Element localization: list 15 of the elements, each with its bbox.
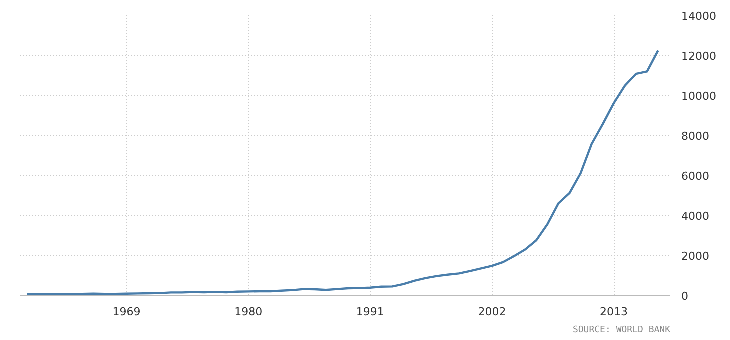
y-tick-label: 8000 — [682, 130, 710, 143]
source-note: SOURCE: WORLD BANK — [572, 326, 672, 336]
x-tick-label: 1991 — [356, 306, 384, 318]
y-tick-label: 12000 — [682, 50, 716, 63]
x-tick-label: 2002 — [478, 306, 506, 318]
y-tick-label: 14000 — [682, 10, 716, 23]
line-series — [26, 50, 660, 296]
x-tick-label: 1969 — [112, 306, 141, 318]
y-tick-label: 0 — [682, 290, 688, 303]
y-tick-label: 6000 — [682, 170, 710, 183]
y-tick-label: 10000 — [682, 90, 716, 103]
x-tick-label: 2013 — [600, 306, 628, 318]
y-tick-label: 4000 — [682, 210, 710, 223]
y-tick-label: 2000 — [682, 250, 710, 263]
x-tick-label: 1980 — [234, 306, 263, 318]
